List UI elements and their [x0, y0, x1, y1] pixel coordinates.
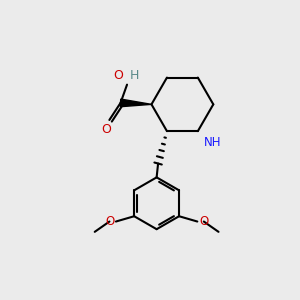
Text: H: H	[129, 69, 139, 82]
Text: NH: NH	[204, 136, 222, 148]
Text: O: O	[101, 124, 111, 136]
Text: O: O	[114, 69, 124, 82]
Polygon shape	[120, 99, 152, 107]
Text: O: O	[199, 215, 208, 228]
Text: O: O	[105, 215, 114, 228]
